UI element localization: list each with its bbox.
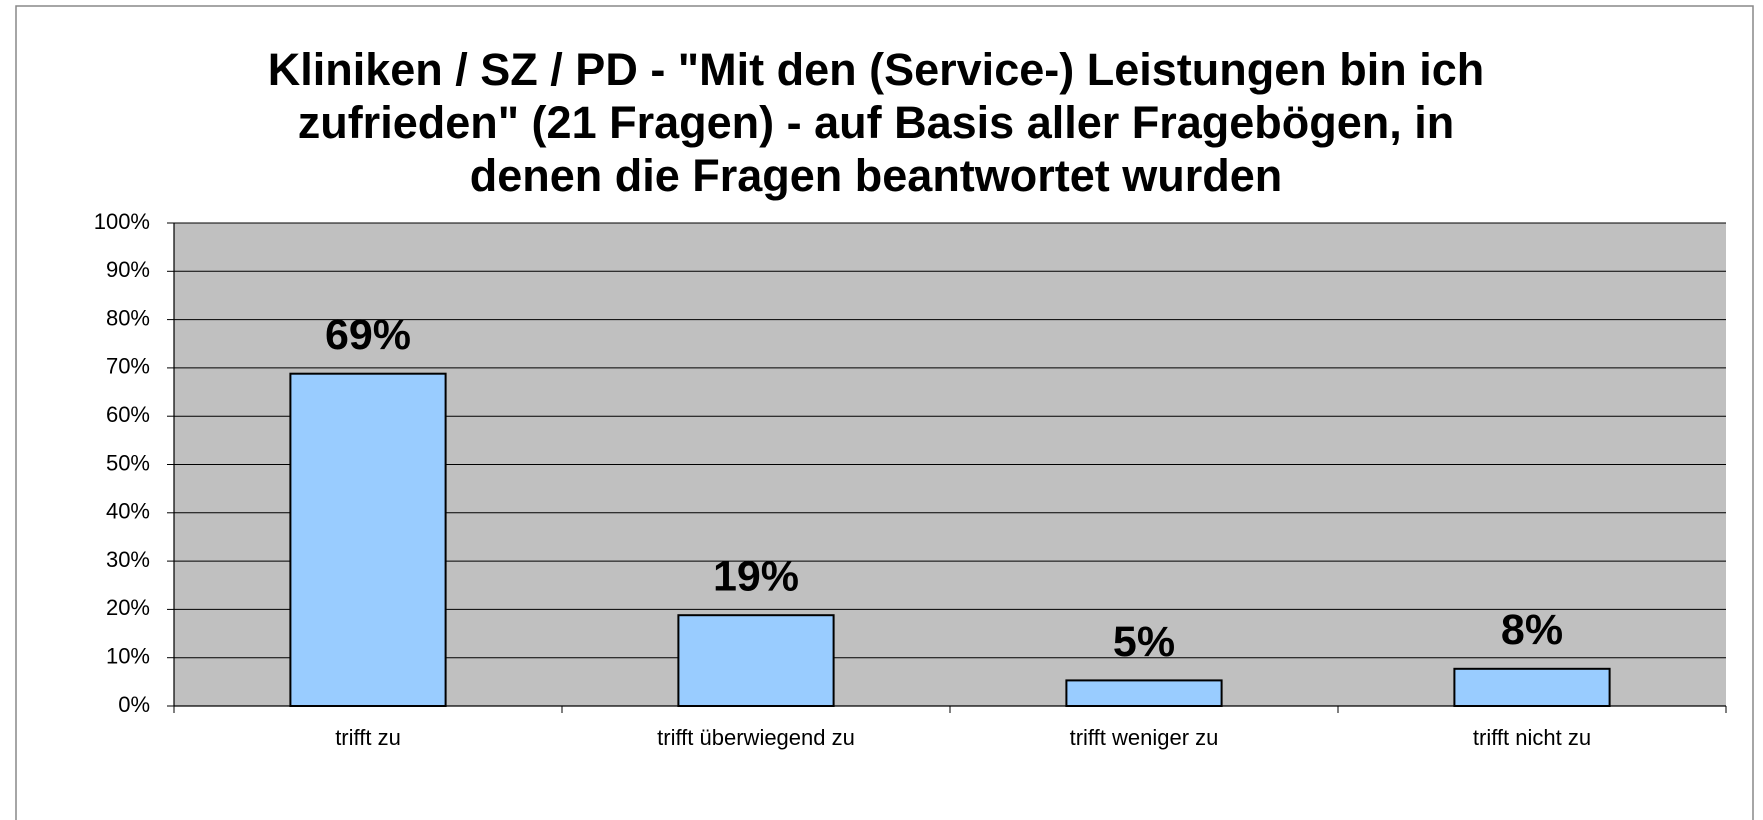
y-tick-label: 40% [106,499,150,524]
chart-title: denen die Fragen beantwortet wurden [470,150,1283,201]
y-tick-label: 20% [106,595,150,620]
y-tick-label: 90% [106,257,150,282]
bar [1065,679,1223,708]
value-label: 19% [713,553,799,601]
y-tick-label: 0% [118,692,150,717]
y-tick-label: 30% [106,547,150,572]
y-tick-label: 70% [106,354,150,379]
value-label: 69% [325,311,411,359]
x-tick-label: trifft weniger zu [1070,725,1219,750]
bar [1453,667,1611,708]
x-tick-label: trifft zu [335,725,401,750]
bar [677,614,835,707]
chart-title: Kliniken / SZ / PD - "Mit den (Service-)… [268,44,1484,95]
y-tick-label: 10% [106,644,150,669]
x-tick-label: trifft überwiegend zu [657,725,855,750]
value-label: 5% [1113,618,1175,666]
y-tick-label: 60% [106,402,150,427]
chart-title: zufrieden" (21 Fragen) - auf Basis aller… [298,97,1455,148]
y-tick-label: 80% [106,305,150,330]
value-label: 8% [1501,606,1563,654]
y-tick-label: 50% [106,450,150,475]
x-tick-label: trifft nicht zu [1473,725,1591,750]
bar [289,372,447,707]
y-tick-label: 100% [94,209,150,234]
